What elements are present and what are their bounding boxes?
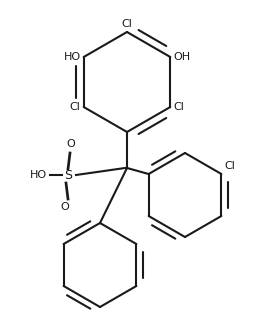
Text: O: O [67, 139, 75, 149]
Text: OH: OH [173, 52, 190, 62]
Text: S: S [64, 169, 72, 181]
Text: O: O [61, 202, 69, 212]
Text: Cl: Cl [224, 161, 235, 171]
Text: Cl: Cl [173, 102, 184, 112]
Text: HO: HO [30, 170, 47, 180]
Text: HO: HO [64, 52, 81, 62]
Text: Cl: Cl [70, 102, 81, 112]
Text: Cl: Cl [122, 19, 132, 29]
